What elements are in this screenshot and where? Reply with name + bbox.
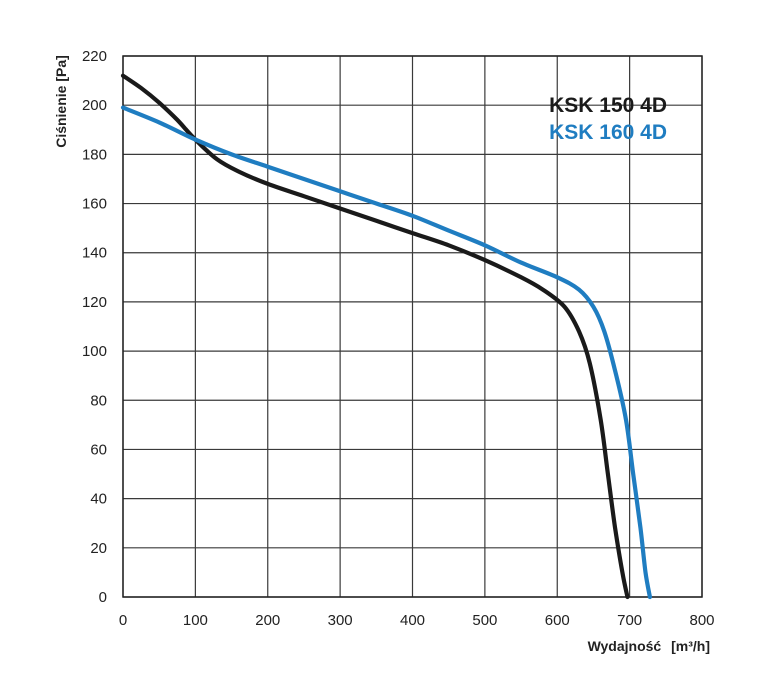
series-line-ksk-160-4d: [120, 105, 652, 600]
x-axis-label: Wydajność [m³/h]: [588, 638, 710, 654]
x-tick-labels: 0 100 200 300 400 500 600 700 800: [119, 612, 715, 629]
y-tick-label-0: 0: [99, 589, 107, 606]
x-tick-label-800: 800: [689, 612, 714, 629]
x-tick-label-0: 0: [119, 612, 127, 629]
x-tick-label-500: 500: [472, 612, 497, 629]
y-tick-labels: 0 20 40 60 80 100 120 140 160 180 200 220: [82, 48, 107, 606]
y-tick-label-20: 20: [90, 540, 107, 557]
legend-entry-ksk-160-4d: KSK 160 4D: [549, 121, 667, 144]
x-tick-label-100: 100: [183, 612, 208, 629]
plot-frame: [122, 55, 703, 598]
y-tick-label-180: 180: [82, 146, 107, 163]
y-tick-label-220: 220: [82, 48, 107, 65]
y-tick-label-160: 160: [82, 196, 107, 213]
y-axis-label: Ciśnienie [Pa]: [53, 55, 69, 148]
y-tick-label-200: 200: [82, 97, 107, 114]
y-tick-label-40: 40: [90, 491, 107, 508]
x-tick-label-400: 400: [400, 612, 425, 629]
x-tick-label-300: 300: [328, 612, 353, 629]
y-tick-label-60: 60: [90, 441, 107, 458]
legend-entry-ksk-150-4d: KSK 150 4D: [549, 94, 667, 117]
y-tick-label-140: 140: [82, 245, 107, 262]
x-axis-label-unit: [m³/h]: [671, 638, 710, 654]
x-tick-label-700: 700: [617, 612, 642, 629]
y-tick-label-100: 100: [82, 343, 107, 360]
x-tick-label-600: 600: [545, 612, 570, 629]
legend: KSK 150 4D KSK 160 4D: [549, 94, 667, 144]
series-curves: [120, 73, 652, 600]
x-tick-label-200: 200: [255, 612, 280, 629]
x-axis-label-name: Wydajność: [588, 638, 662, 654]
y-tick-label-80: 80: [90, 392, 107, 409]
y-tick-label-120: 120: [82, 294, 107, 311]
